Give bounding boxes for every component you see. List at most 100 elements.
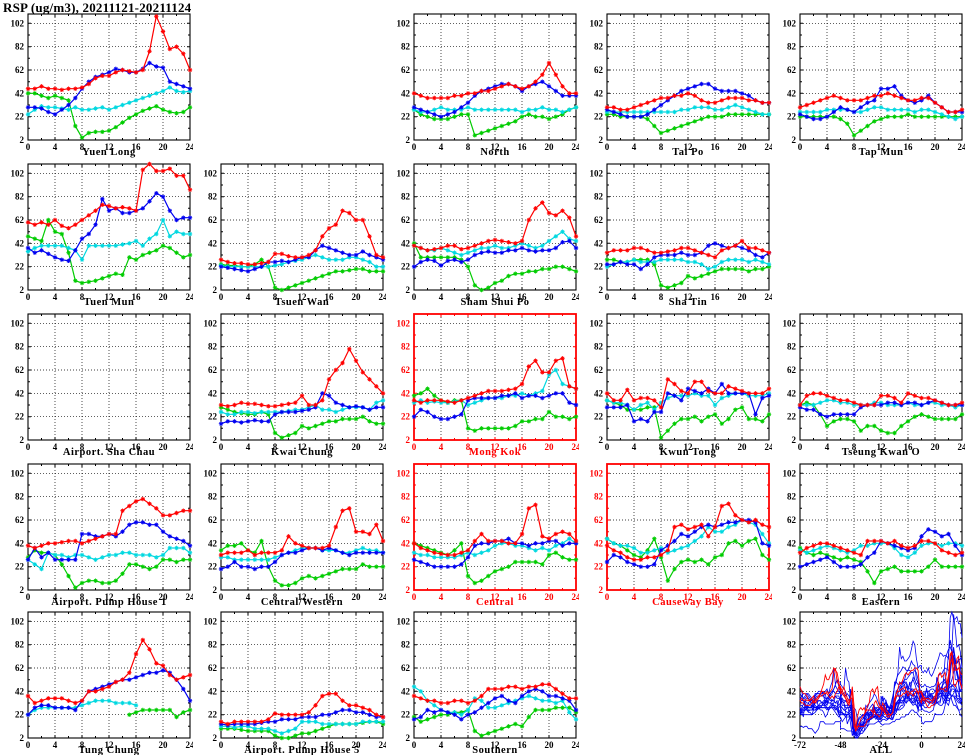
x-tick-label: 20 — [545, 740, 555, 750]
chart-title: RSP (ug/m3), 20211121-20211124 — [3, 0, 192, 15]
x-tick-label: 24 — [572, 142, 580, 152]
y-tick-label: 42 — [787, 686, 797, 696]
y-tick-label: 102 — [397, 18, 411, 28]
x-tick-label: 20 — [352, 442, 362, 452]
y-tick-label: 82 — [15, 42, 25, 52]
y-tick-label: 62 — [401, 663, 411, 673]
y-tick-label: 42 — [401, 388, 411, 398]
series-markers — [218, 691, 386, 727]
y-tick-label: 102 — [590, 468, 604, 478]
y-tick-label: 82 — [15, 342, 25, 352]
tick-marks — [413, 164, 577, 291]
x-tick-label: 4 — [246, 740, 251, 750]
station-label: Yuen Long — [82, 147, 136, 158]
y-tick-label: 2 — [213, 733, 218, 743]
station-label: Eastern — [862, 597, 901, 608]
gridlines — [28, 464, 190, 590]
x-tick-label: 12 — [684, 292, 694, 302]
x-tick-label: 0 — [412, 142, 417, 152]
x-tick-label: 20 — [159, 292, 169, 302]
x-tick-label: 4 — [246, 442, 251, 452]
y-tick-label: 42 — [594, 238, 604, 248]
x-tick-label: 0 — [219, 442, 224, 452]
x-tick-label: 16 — [132, 442, 142, 452]
y-tick-label: 2 — [792, 435, 797, 445]
x-tick-label: 12 — [491, 592, 501, 602]
x-tick-label: 24 — [379, 740, 387, 750]
panel-causeway-bay: 2 22 42 62 82 102 0 4 8 12 16 20 24 Causeway Bay — [579, 456, 772, 608]
y-tick-label: 102 — [783, 18, 797, 28]
x-tick-label: 16 — [904, 442, 914, 452]
x-tick-label: 16 — [132, 292, 142, 302]
gridlines — [28, 164, 190, 290]
x-tick-label: 24 — [572, 442, 580, 452]
y-tick-label: 102 — [11, 318, 25, 328]
series-markers — [411, 686, 579, 722]
x-tick-label: 0 — [798, 142, 803, 152]
x-tick-label: 4 — [825, 142, 830, 152]
y-tick-label: 2 — [213, 585, 218, 595]
x-tick-label: 20 — [545, 442, 555, 452]
x-tick-label: 16 — [711, 142, 721, 152]
x-tick-label: 24 — [765, 292, 773, 302]
panel-tung-chung: 2 22 42 62 82 102 0 4 8 12 16 20 24 Tung Chung — [0, 604, 193, 755]
panel-tsuen-wan: 2 22 42 62 82 102 0 4 8 12 16 20 24 Tsuen Wan — [193, 156, 386, 308]
y-tick-label: 42 — [15, 686, 25, 696]
gridlines — [607, 464, 769, 590]
y-tick-label: 22 — [787, 112, 797, 122]
y-tick-label: 102 — [11, 616, 25, 626]
y-tick-label: 22 — [208, 262, 218, 272]
x-tick-label: 24 — [186, 442, 194, 452]
y-tick-label: 102 — [590, 318, 604, 328]
y-tick-label: 82 — [208, 492, 218, 502]
x-tick-label: 24 — [958, 442, 965, 452]
x-tick-label: 0 — [219, 592, 224, 602]
x-tick-label: 24 — [186, 142, 194, 152]
x-tick-label: 12 — [105, 740, 115, 750]
x-tick-label: 8 — [659, 592, 664, 602]
y-tick-label: 62 — [594, 215, 604, 225]
series-markers — [797, 84, 965, 122]
x-tick-label: 8 — [466, 292, 471, 302]
gridlines — [800, 14, 962, 140]
x-tick-label: -72 — [794, 740, 806, 750]
y-tick-label: 42 — [15, 88, 25, 98]
x-tick-label: 4 — [53, 592, 58, 602]
x-tick-label: 24 — [765, 592, 773, 602]
station-label: Airport. Sha Chau — [63, 447, 155, 458]
y-tick-label: 42 — [787, 88, 797, 98]
series-markers — [218, 346, 386, 409]
y-tick-label: 82 — [15, 492, 25, 502]
x-tick-label: 4 — [439, 592, 444, 602]
y-tick-label: 102 — [11, 168, 25, 178]
tick-marks — [27, 612, 191, 739]
empty-cell — [772, 156, 965, 308]
panel-yuen-long: 2 22 42 62 82 102 0 4 8 12 16 20 24 Yuen Long — [0, 6, 193, 158]
y-tick-label: 62 — [787, 65, 797, 75]
x-tick-label: 16 — [711, 292, 721, 302]
y-tick-label: 42 — [208, 238, 218, 248]
x-tick-label: 4 — [632, 442, 637, 452]
gridlines — [28, 314, 190, 440]
panel-airport-sha-chau: 2 22 42 62 82 102 0 4 8 12 16 20 24 Airport. Sha Chau — [0, 306, 193, 458]
x-tick-label: 4 — [53, 292, 58, 302]
y-tick-label: 2 — [599, 135, 604, 145]
y-tick-label: 102 — [783, 616, 797, 626]
y-tick-label: 2 — [599, 585, 604, 595]
y-tick-label: 62 — [208, 663, 218, 673]
y-tick-label: 42 — [15, 238, 25, 248]
panel-airport-pump-house-5: 2 22 42 62 82 102 0 4 8 12 16 20 24 Airport. Pump Hou… — [193, 604, 386, 755]
x-tick-label: 0 — [919, 740, 924, 750]
x-tick-label: 0 — [605, 442, 610, 452]
series-markers — [218, 707, 386, 728]
series-markers — [218, 545, 386, 572]
x-tick-label: 16 — [904, 142, 914, 152]
y-tick-label: 102 — [397, 616, 411, 626]
x-tick-label: 4 — [53, 142, 58, 152]
y-tick-label: 82 — [787, 492, 797, 502]
series-markers — [218, 257, 386, 293]
